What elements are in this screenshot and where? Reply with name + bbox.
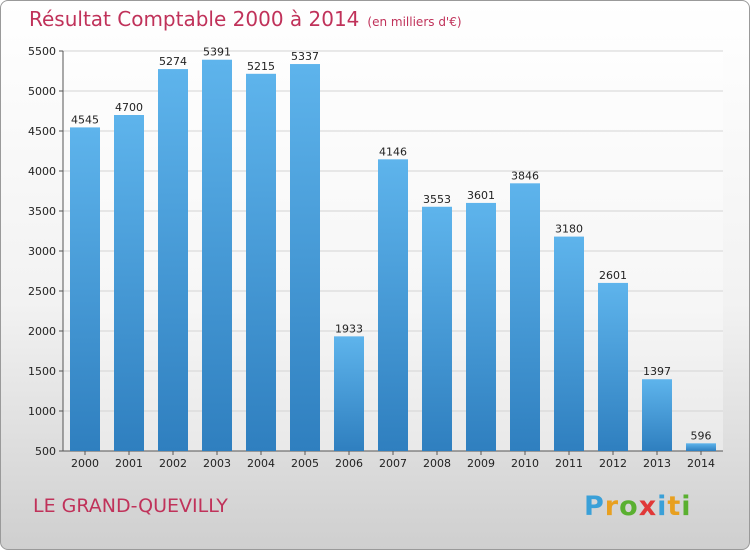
bar-value-label: 5274 [159,55,187,68]
bar-value-label: 5337 [291,50,319,63]
x-tick-label: 2010 [511,457,539,470]
x-tick-label: 2006 [335,457,363,470]
x-tick-label: 2007 [379,457,407,470]
x-tick-label: 2000 [71,457,99,470]
x-tick-label: 2009 [467,457,495,470]
y-tick-label: 1500 [28,365,56,378]
chart-title: Résultat Comptable 2000 à 2014 (en millie… [29,7,462,31]
bar [422,206,452,451]
y-tick-label: 3500 [28,205,56,218]
bar-value-label: 3601 [467,189,495,202]
logo-letter: P [584,491,605,522]
y-tick-label: 4500 [28,125,56,138]
bar [202,59,232,451]
bar-value-label: 3553 [423,193,451,206]
y-tick-label: 2500 [28,285,56,298]
bar-value-label: 4545 [71,113,99,126]
bar [686,443,716,451]
logo-letter: x [638,491,658,522]
bar [114,115,144,451]
chart-title-text: Résultat Comptable 2000 à 2014 [29,7,360,31]
bar-value-label: 1397 [643,365,671,378]
bar [598,282,628,451]
logo-letter: t [667,491,682,522]
bar-value-label: 596 [691,429,712,442]
bar [334,336,364,451]
bar-value-label: 3180 [555,223,583,236]
x-tick-label: 2008 [423,457,451,470]
bar-value-label: 3846 [511,169,539,182]
y-tick-label: 5000 [28,85,56,98]
y-tick-label: 500 [35,445,56,458]
logo-letter: o [619,491,639,522]
bar-value-label: 4146 [379,145,407,158]
bar-value-label: 5215 [247,60,275,73]
bar [290,64,320,451]
logo-letter: i [681,491,692,522]
bar [246,73,276,452]
bar [642,379,672,451]
bar-value-label: 5391 [203,46,231,59]
y-tick-label: 2000 [28,325,56,338]
bar-value-label: 1933 [335,322,363,335]
x-tick-label: 2014 [687,457,715,470]
logo-letter: r [604,491,620,522]
bar [158,69,188,451]
chart-subtitle: (en milliers d'€) [367,15,462,29]
bar [554,236,584,451]
bar [466,202,496,451]
bar [70,127,100,452]
bar [378,159,408,451]
x-tick-label: 2013 [643,457,671,470]
x-tick-label: 2011 [555,457,583,470]
y-tick-label: 5500 [28,45,56,58]
x-tick-label: 2001 [115,457,143,470]
bar [510,183,540,451]
y-tick-label: 4000 [28,165,56,178]
x-tick-label: 2005 [291,457,319,470]
x-tick-label: 2002 [159,457,187,470]
x-tick-label: 2003 [203,457,231,470]
x-tick-label: 2004 [247,457,275,470]
city-name: LE GRAND-QUEVILLY [33,495,228,517]
proxiti-logo: Proxiti [584,491,692,522]
y-tick-label: 1000 [28,405,56,418]
bar-value-label: 2601 [599,269,627,282]
logo-letter: i [657,491,668,522]
x-tick-label: 2012 [599,457,627,470]
bar-value-label: 4700 [115,101,143,114]
y-tick-label: 3000 [28,245,56,258]
